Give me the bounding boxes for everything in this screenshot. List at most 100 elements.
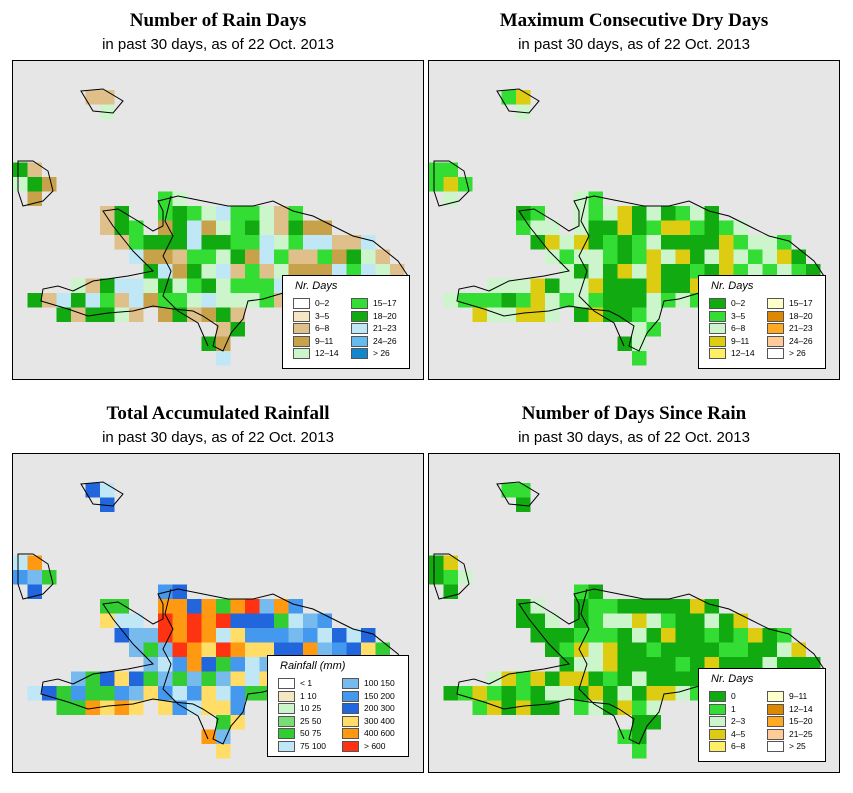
grid-cell bbox=[632, 744, 647, 759]
grid-cell bbox=[158, 628, 173, 643]
legend-label: 300 400 bbox=[364, 715, 395, 726]
grid-cell bbox=[375, 249, 390, 264]
legend-label: 12–14 bbox=[731, 348, 755, 358]
grid-cell bbox=[762, 628, 777, 643]
grid-cell bbox=[661, 642, 676, 657]
grid-cell bbox=[632, 613, 647, 628]
grid-cell bbox=[603, 628, 618, 643]
legend-swatch bbox=[709, 728, 726, 740]
grid-cell bbox=[501, 307, 516, 322]
grid-cell bbox=[85, 293, 100, 308]
grid-cell bbox=[545, 671, 560, 686]
legend-label: 9–11 bbox=[731, 335, 750, 346]
grid-cell bbox=[201, 613, 216, 628]
grid-cell bbox=[245, 278, 260, 293]
grid-cell bbox=[172, 584, 187, 599]
grid-cell bbox=[216, 613, 231, 628]
legend-label: > 26 bbox=[373, 348, 390, 358]
grid-cell bbox=[346, 235, 361, 250]
grid-cell bbox=[143, 642, 158, 657]
grid-cell bbox=[100, 686, 115, 701]
grid-cell bbox=[187, 642, 202, 657]
grid-cell bbox=[748, 642, 763, 657]
grid-cell bbox=[646, 700, 661, 715]
grid-cell bbox=[288, 628, 303, 643]
grid-cell bbox=[574, 642, 589, 657]
legend-swatch bbox=[767, 348, 784, 359]
coastline-jamaica bbox=[80, 88, 124, 114]
grid-cell bbox=[719, 613, 734, 628]
grid-cell bbox=[690, 628, 705, 643]
grid-cell bbox=[230, 293, 245, 308]
grid-cell bbox=[114, 220, 129, 235]
grid-cell bbox=[129, 686, 144, 701]
grid-cell bbox=[27, 570, 42, 585]
grid-cell bbox=[100, 206, 115, 221]
legend-swatch bbox=[767, 310, 784, 322]
grid-cell bbox=[632, 322, 647, 337]
legend-label: < 1 bbox=[300, 678, 313, 688]
grid-cell bbox=[588, 686, 603, 701]
grid-cell bbox=[545, 249, 560, 264]
legend-days-since-rain: Nr. Days 0 1 2–3 4–5 6–8 9–11 12–14 15–20 21–25 >… bbox=[698, 668, 826, 762]
grid-cell bbox=[588, 278, 603, 293]
grid-cell bbox=[617, 278, 632, 293]
grid-cell bbox=[545, 278, 560, 293]
grid-cell bbox=[27, 293, 42, 308]
grid-cell bbox=[100, 483, 115, 498]
grid-cell bbox=[201, 249, 216, 264]
grid-cell bbox=[361, 249, 376, 264]
grid-cell bbox=[588, 657, 603, 672]
grid-cell bbox=[501, 483, 516, 498]
grid-cell bbox=[114, 700, 129, 715]
grid-cell bbox=[158, 264, 173, 279]
grid-cell bbox=[230, 322, 245, 337]
grid-cell bbox=[530, 628, 545, 643]
legend-label: 21–25 bbox=[789, 728, 813, 739]
grid-cell bbox=[85, 483, 100, 498]
grid-cell bbox=[661, 628, 676, 643]
grid-cell bbox=[603, 220, 618, 235]
legend-swatch bbox=[709, 348, 726, 359]
legend-label: 400 600 bbox=[364, 728, 395, 738]
grid-cell bbox=[530, 235, 545, 250]
legend-swatch bbox=[709, 703, 726, 715]
legend-label: 12–14 bbox=[789, 703, 813, 714]
grid-cell bbox=[516, 90, 531, 105]
grid-cell bbox=[187, 249, 202, 264]
grid-cell bbox=[632, 235, 647, 250]
legend-swatch bbox=[278, 728, 295, 739]
grid-cell bbox=[201, 293, 216, 308]
grid-cell bbox=[690, 613, 705, 628]
legend-label: 10 25 bbox=[300, 703, 322, 713]
grid-cell bbox=[317, 264, 332, 279]
grid-cell bbox=[603, 307, 618, 322]
legend-swatch bbox=[278, 715, 295, 727]
grid-cell bbox=[690, 599, 705, 614]
grid-cell bbox=[230, 220, 245, 235]
map-rain-days bbox=[13, 88, 409, 366]
grid-cell bbox=[617, 599, 632, 614]
grid-cell bbox=[259, 220, 274, 235]
grid-cell bbox=[172, 249, 187, 264]
grid-cell bbox=[559, 249, 574, 264]
grid-cell bbox=[501, 700, 516, 715]
grid-cell bbox=[230, 657, 245, 672]
grid-cell bbox=[733, 264, 748, 279]
grid-cell bbox=[530, 220, 545, 235]
grid-cell bbox=[158, 613, 173, 628]
legend-label: 6–8 bbox=[315, 323, 330, 333]
legend-swatch bbox=[293, 335, 310, 347]
grid-cell bbox=[487, 278, 502, 293]
grid-cell bbox=[245, 628, 260, 643]
grid-cell bbox=[603, 264, 618, 279]
grid-cell bbox=[588, 700, 603, 715]
grid-cell bbox=[574, 307, 589, 322]
grid-cell bbox=[216, 206, 231, 221]
grid-cell bbox=[172, 686, 187, 701]
grid-cell bbox=[288, 642, 303, 657]
grid-cell bbox=[632, 671, 647, 686]
grid-cell bbox=[129, 235, 144, 250]
grid-cell bbox=[114, 307, 129, 322]
grid-cell bbox=[675, 264, 690, 279]
